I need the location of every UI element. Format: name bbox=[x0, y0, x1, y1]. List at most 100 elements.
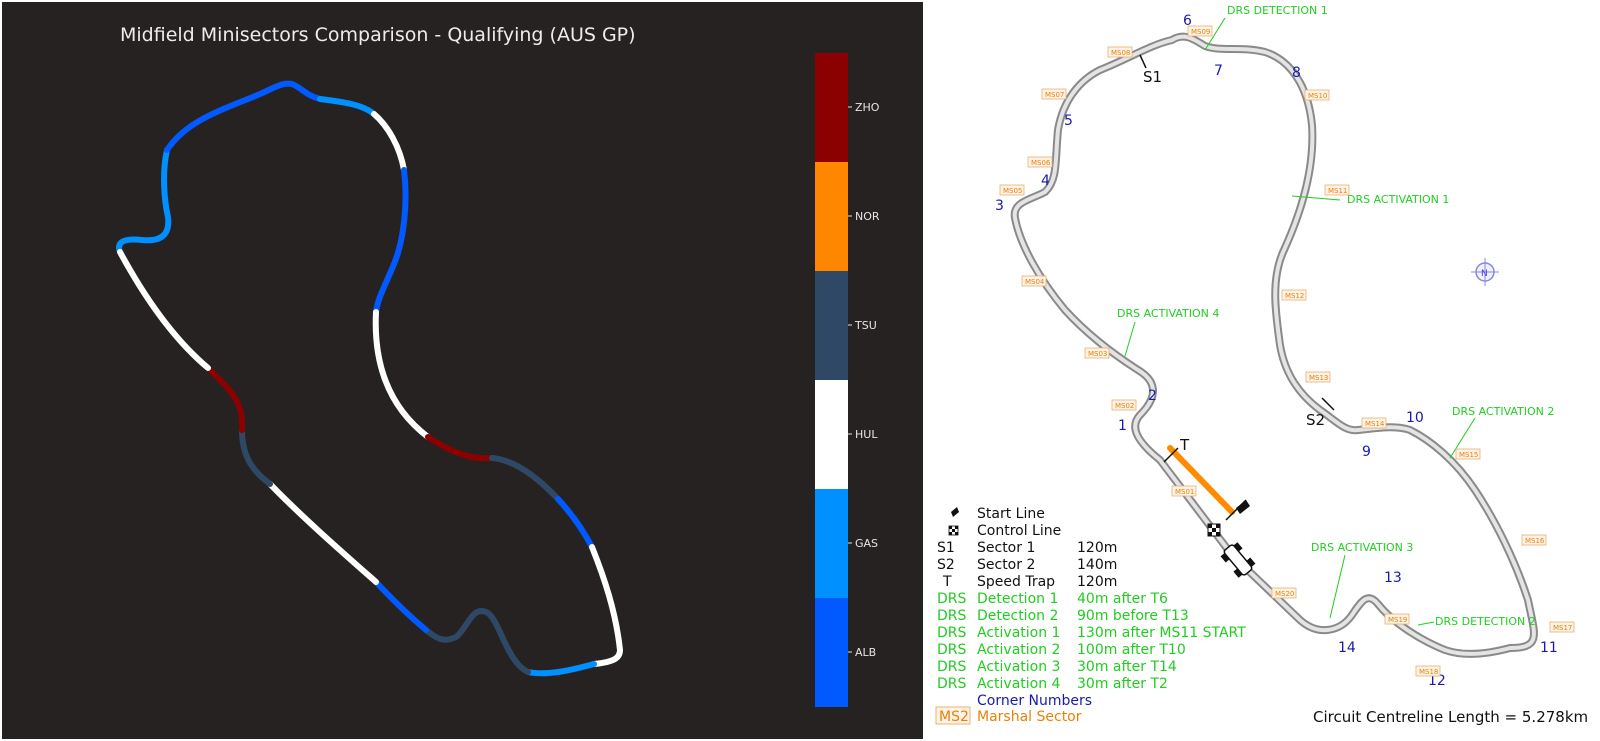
marshal-sector-ms05: MS05 bbox=[999, 184, 1025, 196]
minisector-6 bbox=[372, 309, 431, 440]
svg-text:MS01: MS01 bbox=[1175, 488, 1194, 496]
circuit-length: Circuit Centreline Length = 5.278km bbox=[1313, 708, 1589, 726]
colorbar-segment-nor bbox=[815, 162, 848, 271]
svg-text:MS11: MS11 bbox=[1328, 187, 1347, 195]
minisector-1 bbox=[116, 147, 172, 255]
drs-detection-2-label: DRS DETECTION 2 bbox=[1435, 615, 1536, 628]
marshal-sector-ms09: MS09 bbox=[1187, 25, 1213, 37]
colorbar-label-hul: HUL bbox=[855, 428, 878, 441]
minisector-11 bbox=[525, 661, 597, 677]
corner-1: 1 bbox=[1118, 418, 1127, 434]
minisector-9 bbox=[555, 496, 595, 550]
chart-title: Midfield Minisectors Comparison - Qualif… bbox=[120, 24, 636, 46]
colorbar-segment-alb bbox=[815, 598, 848, 707]
minisector-15 bbox=[239, 427, 273, 487]
marshal-sector-ms18: MS18 bbox=[1415, 665, 1441, 677]
minisector-10 bbox=[589, 544, 624, 667]
marshal-sector-ms07: MS07 bbox=[1041, 88, 1067, 100]
marshal-sector-ms04: MS04 bbox=[1021, 275, 1047, 287]
marshal-sector-ms17: MS17 bbox=[1549, 621, 1575, 633]
colorbar-segment-gas bbox=[815, 489, 848, 598]
checkered-flag-icon bbox=[1207, 523, 1221, 537]
corner-2: 2 bbox=[1148, 388, 1157, 404]
drs-activation-2-label: DRS ACTIVATION 2 bbox=[1452, 405, 1554, 418]
track-map: ZHO NOR TSU HUL GAS ALB bbox=[116, 53, 880, 707]
car-icon bbox=[1220, 542, 1256, 578]
colorbar-label-nor: NOR bbox=[855, 210, 880, 223]
minisector-7 bbox=[425, 434, 495, 462]
corner-5: 5 bbox=[1064, 113, 1073, 129]
svg-text:MS13: MS13 bbox=[1309, 374, 1328, 382]
minisector-2 bbox=[164, 80, 323, 153]
svg-text:MS10: MS10 bbox=[1308, 92, 1327, 100]
svg-text:MS16: MS16 bbox=[1525, 537, 1545, 545]
svg-text:MS08: MS08 bbox=[1111, 49, 1130, 57]
svg-text:MS14: MS14 bbox=[1365, 420, 1385, 428]
marshal-sector-ms11: MS11 bbox=[1324, 184, 1350, 196]
minisector-3 bbox=[317, 96, 377, 117]
corner-9: 9 bbox=[1362, 444, 1371, 460]
start-line-marker bbox=[1225, 499, 1250, 521]
sector-1-label: S1 bbox=[1143, 68, 1162, 86]
compass-icon: N bbox=[1471, 258, 1499, 286]
minisector-14 bbox=[267, 481, 379, 585]
svg-text:MS17: MS17 bbox=[1553, 624, 1572, 632]
marshal-sector-ms10: MS10 bbox=[1304, 89, 1330, 101]
minisector-map-panel: Midfield Minisectors Comparison - Qualif… bbox=[2, 2, 923, 739]
svg-text:MS05: MS05 bbox=[1003, 187, 1022, 195]
minisector-17 bbox=[117, 249, 211, 371]
colorbar-segment-tsu bbox=[815, 271, 848, 380]
minisector-8 bbox=[489, 455, 561, 502]
colorbar-label-zho: ZHO bbox=[855, 101, 880, 114]
corner-3: 3 bbox=[995, 198, 1004, 214]
marshal-sector-ms02: MS02 bbox=[1111, 399, 1137, 411]
marshal-sector-ms03: MS03 bbox=[1084, 347, 1110, 359]
svg-text:MS20: MS20 bbox=[1275, 590, 1294, 598]
colorbar-label-alb: ALB bbox=[855, 646, 876, 659]
minisector-4 bbox=[371, 111, 407, 173]
minisector-13 bbox=[373, 579, 429, 633]
legend-checkered-flag-icon bbox=[948, 525, 959, 536]
speed-trap-segment bbox=[1167, 445, 1235, 515]
marshal-sector-ms19: MS19 bbox=[1384, 613, 1410, 625]
svg-text:MS06: MS06 bbox=[1031, 159, 1051, 167]
marshal-sector-ms15: MS15 bbox=[1455, 448, 1481, 460]
colorbar: ZHO NOR TSU HUL GAS ALB bbox=[815, 53, 880, 707]
corner-6: 6 bbox=[1183, 13, 1192, 29]
marshal-sector-ms01: MS01 bbox=[1171, 485, 1197, 497]
svg-text:MS09: MS09 bbox=[1191, 28, 1210, 36]
marshal-sector-ms13: MS13 bbox=[1305, 371, 1331, 383]
corner-14: 14 bbox=[1338, 640, 1356, 656]
svg-text:MS02: MS02 bbox=[1115, 402, 1134, 410]
corner-10: 10 bbox=[1406, 410, 1424, 426]
drs-activation-1-label: DRS ACTIVATION 1 bbox=[1347, 193, 1449, 206]
svg-text:MS18: MS18 bbox=[1419, 668, 1438, 676]
drs-activation-3-label: DRS ACTIVATION 3 bbox=[1311, 541, 1413, 554]
minisector-12 bbox=[423, 608, 531, 675]
corner-7: 7 bbox=[1214, 63, 1223, 79]
drs-activation-4-label: DRS ACTIVATION 4 bbox=[1117, 307, 1219, 320]
compass-label: N bbox=[1481, 269, 1488, 279]
drs-detection-1-label: DRS DETECTION 1 bbox=[1227, 4, 1328, 17]
marshal-sector-ms12: MS12 bbox=[1281, 289, 1307, 301]
marshal-sector-ms14: MS14 bbox=[1361, 417, 1387, 429]
svg-text:MS19: MS19 bbox=[1388, 616, 1407, 624]
corner-13: 13 bbox=[1384, 570, 1402, 586]
corner-8: 8 bbox=[1292, 65, 1301, 81]
svg-text:MS12: MS12 bbox=[1285, 292, 1304, 300]
colorbar-segment-hul bbox=[815, 380, 848, 489]
svg-text:MS15: MS15 bbox=[1459, 451, 1478, 459]
svg-text:MS07: MS07 bbox=[1045, 91, 1064, 99]
marshal-sector-ms08: MS08 bbox=[1107, 46, 1133, 58]
colorbar-label-tsu: TSU bbox=[854, 319, 877, 332]
minisector-16 bbox=[205, 365, 246, 433]
colorbar-segment-zho bbox=[815, 53, 848, 162]
sector-2-label: S2 bbox=[1306, 411, 1325, 429]
speed-trap-label: T bbox=[1179, 436, 1190, 454]
svg-text:MS03: MS03 bbox=[1088, 350, 1107, 358]
svg-text:MS04: MS04 bbox=[1025, 278, 1045, 286]
corner-12: 12 bbox=[1428, 673, 1446, 689]
colorbar-label-gas: GAS bbox=[855, 537, 878, 550]
marshal-sector-ms16: MS16 bbox=[1521, 534, 1547, 546]
start-line-icon bbox=[951, 507, 959, 517]
